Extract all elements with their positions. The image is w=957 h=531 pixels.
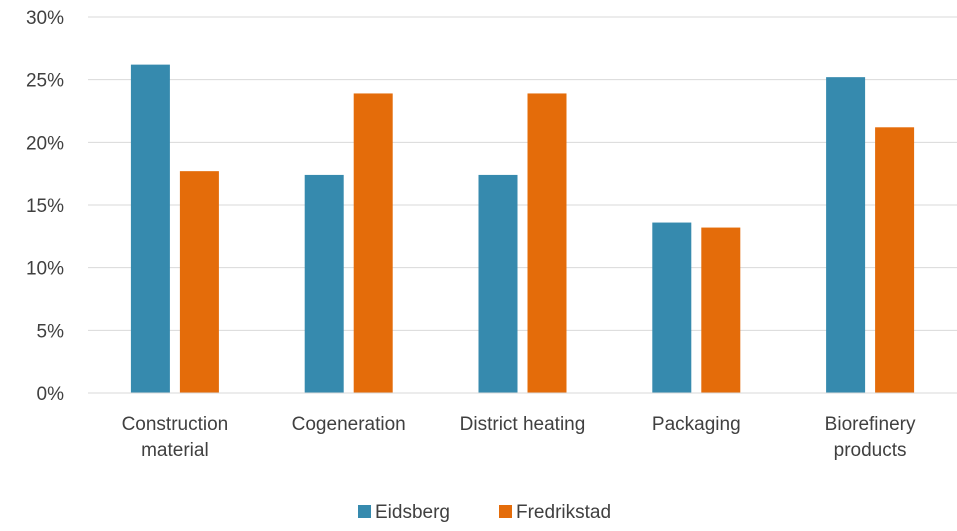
bar-eidsberg-3 bbox=[652, 222, 692, 393]
bar-fredrikstad-3 bbox=[701, 227, 741, 393]
legend-label-eidsberg: Eidsberg bbox=[375, 502, 450, 523]
y-axis-tick-labels: 0% 5% 10% 15% 20% 25% 30% bbox=[26, 8, 64, 405]
y-tick-label: 25% bbox=[26, 71, 64, 92]
y-tick-label: 0% bbox=[37, 384, 65, 405]
category-label: Construction material bbox=[122, 414, 229, 461]
legend-label-fredrikstad: Fredrikstad bbox=[516, 502, 611, 523]
y-tick-label: 10% bbox=[26, 259, 64, 280]
bar-fredrikstad-2 bbox=[527, 93, 567, 393]
category-label-line: material bbox=[141, 440, 209, 461]
category-label: Cogeneration bbox=[292, 414, 406, 435]
legend-swatch-fredrikstad bbox=[499, 505, 512, 518]
bar-eidsberg-4 bbox=[826, 77, 866, 393]
category-label-line: Biorefinery bbox=[825, 414, 916, 435]
bar-eidsberg-0 bbox=[130, 64, 170, 394]
legend-swatch-eidsberg bbox=[358, 505, 371, 518]
category-labels: Construction material Cogeneration District… bbox=[122, 414, 916, 461]
bar-fredrikstad-0 bbox=[179, 171, 219, 393]
y-tick-label: 20% bbox=[26, 133, 64, 154]
category-label: Biorefinery products bbox=[825, 414, 916, 461]
category-label-line: Packaging bbox=[652, 414, 741, 435]
gridlines bbox=[88, 16, 957, 331]
category-label: Packaging bbox=[652, 414, 741, 435]
y-tick-label: 15% bbox=[26, 196, 64, 217]
bar-eidsberg-2 bbox=[478, 174, 518, 393]
category-label-line: Construction bbox=[122, 414, 229, 435]
bar-eidsberg-1 bbox=[304, 174, 344, 393]
bars bbox=[130, 64, 915, 394]
category-label-line: products bbox=[834, 440, 907, 461]
y-tick-label: 30% bbox=[26, 8, 64, 29]
legend: Eidsberg Fredrikstad bbox=[358, 502, 611, 523]
bar-fredrikstad-4 bbox=[875, 127, 915, 393]
category-label-line: District heating bbox=[460, 414, 586, 435]
bar-fredrikstad-1 bbox=[353, 93, 393, 393]
category-label-line: Cogeneration bbox=[292, 414, 406, 435]
category-label: District heating bbox=[460, 414, 586, 435]
y-tick-label: 5% bbox=[37, 321, 65, 342]
